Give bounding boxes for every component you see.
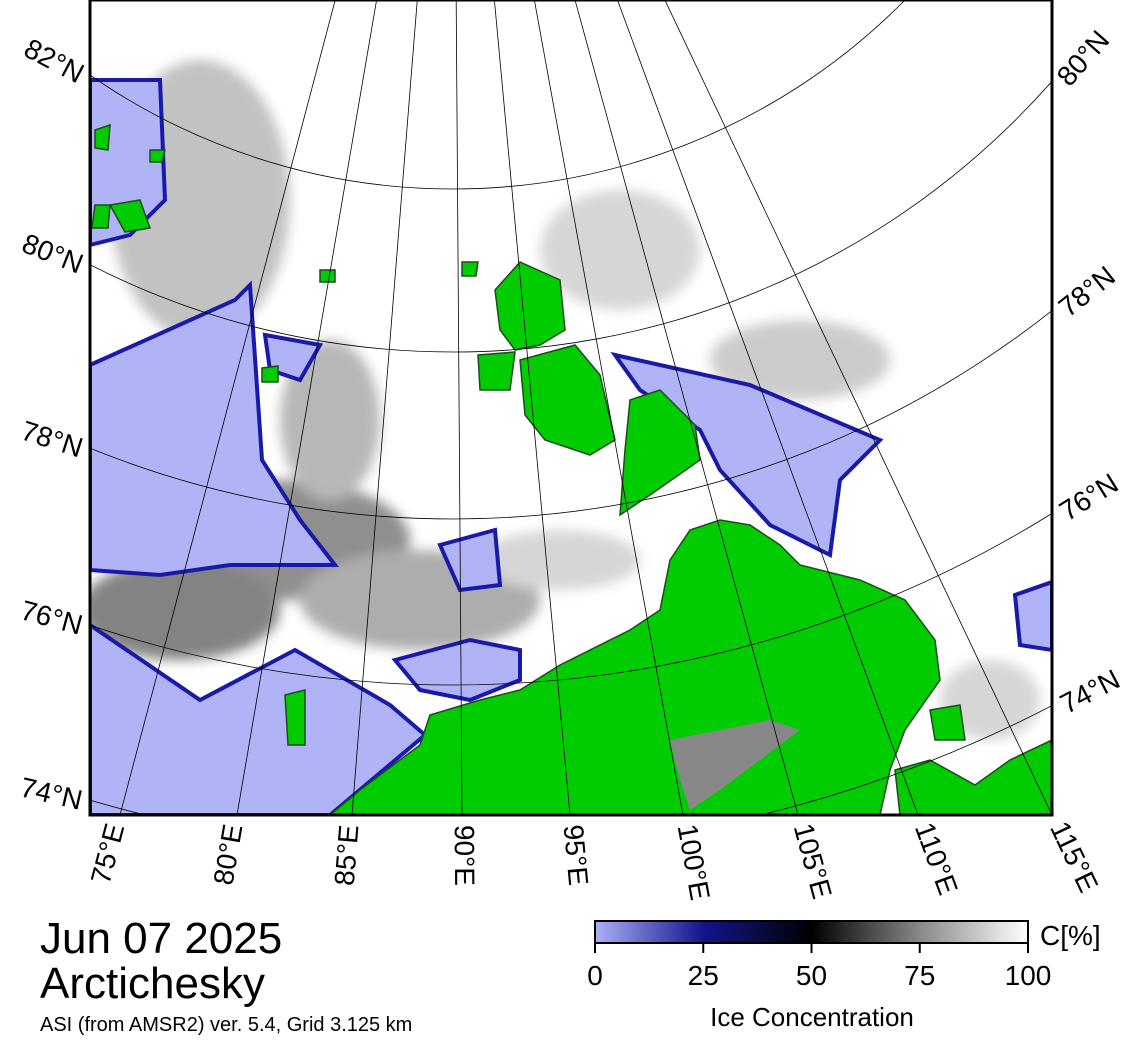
lat-label: 80°N: [1051, 24, 1116, 91]
lat-label: 74°N: [17, 772, 85, 816]
colorbar-tick-label: 25: [688, 960, 719, 991]
lon-label: 110°E: [909, 818, 964, 899]
meridian: [236, 0, 378, 815]
lat-label: 82°N: [19, 32, 89, 89]
lon-label: 90°E: [449, 825, 480, 886]
lon-label: 105°E: [788, 820, 838, 902]
latitude-circle: [90, 512, 1052, 686]
land-ice: [670, 720, 800, 810]
lat-label: 76°N: [1054, 467, 1123, 526]
graticule: [90, 0, 1052, 815]
map: [90, 0, 1052, 815]
lat-label: 78°N: [1053, 260, 1121, 323]
lat-label: 78°N: [18, 415, 87, 464]
lat-label: 74°N: [1055, 663, 1125, 719]
date: Jun 07 2025: [40, 914, 282, 963]
meridian: [617, 0, 919, 815]
lon-label: 85°E: [329, 824, 365, 887]
lon-label: 95°E: [558, 823, 595, 887]
meridian: [533, 0, 684, 815]
meridian: [493, 0, 571, 815]
map-frame: [88, 0, 1054, 817]
lon-label: 100°E: [672, 822, 716, 903]
lat-label: 76°N: [17, 595, 85, 641]
meridian: [574, 0, 799, 815]
lon-label: 115°E: [1044, 816, 1104, 897]
lat-label: 80°N: [18, 228, 88, 280]
colorbar-label: Ice Concentration: [710, 1002, 914, 1032]
source: ASI (from AMSR2) ver. 5.4, Grid 3.125 km: [40, 1014, 412, 1036]
lon-label: 80°E: [208, 822, 249, 887]
colorbar-tick-label: 0: [587, 960, 603, 991]
colorbar-tick-label: 100: [1005, 960, 1052, 991]
meridian: [664, 0, 1052, 815]
lon-label: 75°E: [85, 820, 131, 887]
colorbar-tick-label: 50: [796, 960, 827, 991]
meridian: [119, 0, 336, 815]
latitude-circle: [90, 80, 1052, 353]
meridian: [455, 0, 463, 815]
colorbar-unit: C[%]: [1040, 920, 1101, 951]
region: Arctichesky: [40, 959, 265, 1008]
colorbar: [594, 920, 1029, 944]
meridian: [351, 0, 418, 815]
latitude-circle: [90, 309, 1052, 520]
latitude-circle: [90, 0, 906, 190]
colorbar-tick-label: 75: [904, 960, 935, 991]
land: [91, 123, 1052, 815]
